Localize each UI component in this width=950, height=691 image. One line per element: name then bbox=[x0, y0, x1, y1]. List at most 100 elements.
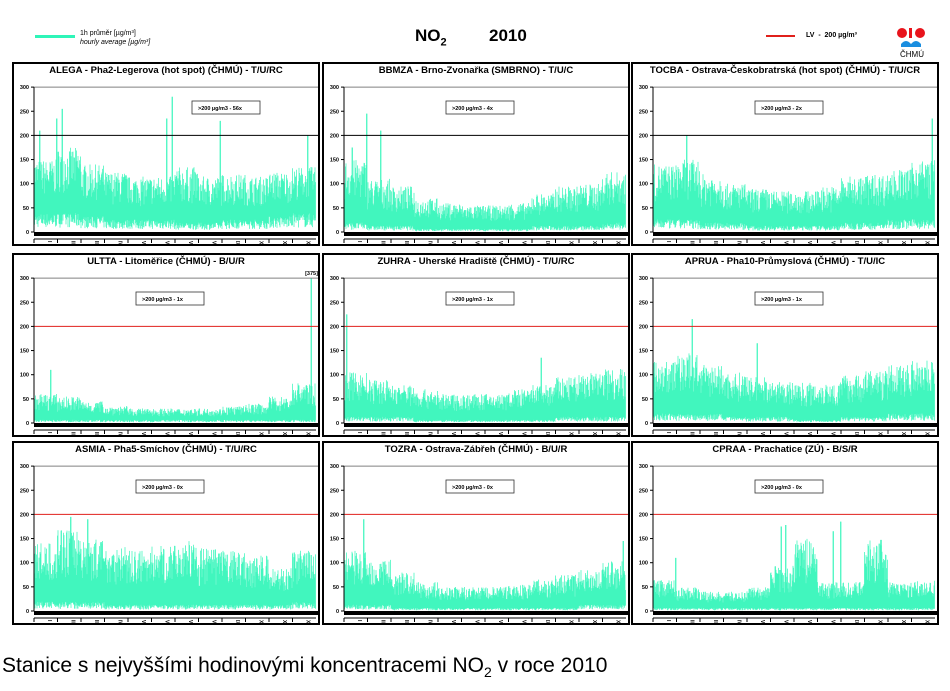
y-tick-label: 150 bbox=[639, 158, 648, 164]
y-tick-label: 0 bbox=[26, 230, 29, 236]
month-label: XI bbox=[900, 241, 906, 244]
x-axis-baseline bbox=[344, 232, 628, 236]
month-label: II bbox=[379, 241, 385, 244]
month-label: VI bbox=[473, 241, 479, 244]
y-tick-label: 50 bbox=[333, 585, 339, 591]
month-label: III bbox=[93, 241, 99, 244]
panel-plot: 050100150200250300IIIIIIIVVVIVIIVIIIIXXX… bbox=[330, 276, 628, 435]
x-axis-baseline bbox=[344, 423, 628, 427]
month-label: IX bbox=[234, 241, 240, 244]
month-label: IV bbox=[426, 432, 432, 435]
exceedance-box bbox=[754, 100, 824, 115]
y-tick-label: 300 bbox=[330, 464, 339, 470]
y-tick-label: 250 bbox=[20, 300, 29, 306]
month-label: I bbox=[356, 620, 362, 622]
x-axis-baseline bbox=[34, 423, 318, 427]
title-pollutant: NO bbox=[415, 26, 441, 45]
month-label: III bbox=[403, 432, 409, 435]
station-panel: BBMZA - Brno-Zvonařka (SMBRNO) - T/U/C 0 5… bbox=[322, 62, 630, 246]
month-label: VI bbox=[782, 241, 788, 244]
x-axis-baseline bbox=[653, 232, 937, 236]
y-tick-label: 200 bbox=[639, 324, 648, 330]
station-panel: ZUHRA - Uherské Hradiště (ČHMÚ) - T/U/RC… bbox=[322, 253, 630, 437]
y-tick-label: 50 bbox=[642, 397, 648, 403]
legend-series-label-en: hourly average [µg/m³] bbox=[80, 39, 151, 46]
y-tick-label: 250 bbox=[20, 109, 29, 115]
panel-plot: 050100150200250300IIIIIIIVVVIVIIVIIIIXXX… bbox=[20, 271, 318, 435]
month-label: VII bbox=[187, 241, 193, 244]
month-label: IV bbox=[735, 241, 741, 244]
y-tick-label: 100 bbox=[330, 182, 339, 188]
month-label: IX bbox=[234, 432, 240, 435]
month-label: X bbox=[876, 241, 882, 244]
month-label: XII bbox=[614, 241, 620, 244]
month-label: V bbox=[450, 241, 456, 244]
month-label: III bbox=[712, 432, 718, 435]
exceedance-box bbox=[445, 479, 515, 494]
y-tick-label: 150 bbox=[330, 158, 339, 164]
title-subscript: 2 bbox=[440, 36, 447, 49]
month-label: XI bbox=[281, 432, 287, 435]
month-label: V bbox=[140, 432, 146, 435]
month-label: VI bbox=[782, 432, 788, 435]
month-label: III bbox=[403, 620, 409, 623]
y-tick-label: 300 bbox=[20, 85, 29, 91]
month-label: X bbox=[567, 241, 573, 244]
y-tick-label: 100 bbox=[330, 373, 339, 379]
panel-title: TOZRA - Ostrava-Zábřeh (ČHMÚ) - B/U/R bbox=[384, 444, 568, 455]
month-label: VIII bbox=[210, 241, 216, 244]
month-label: X bbox=[257, 241, 263, 244]
month-label: IV bbox=[116, 620, 122, 623]
x-axis-baseline bbox=[653, 423, 937, 427]
month-label: XI bbox=[591, 620, 597, 623]
month-label: I bbox=[46, 620, 52, 622]
y-tick-label: 0 bbox=[336, 609, 339, 615]
panel-plot: 050100150200250300IIIIIIIVVVIVIIVIIIIXXX… bbox=[20, 85, 318, 244]
y-tick-label: 250 bbox=[20, 488, 29, 494]
month-label: VII bbox=[187, 620, 193, 623]
y-tick-label: 150 bbox=[20, 349, 29, 355]
y-tick-label: 0 bbox=[26, 421, 29, 427]
y-tick-label: 0 bbox=[336, 421, 339, 427]
month-label: VI bbox=[473, 432, 479, 435]
month-label: X bbox=[257, 432, 263, 435]
month-label: IV bbox=[426, 241, 432, 244]
exceedance-box bbox=[135, 479, 205, 494]
month-label: VII bbox=[497, 432, 503, 435]
month-label: XI bbox=[591, 241, 597, 244]
month-label: I bbox=[356, 241, 362, 243]
y-tick-label: 250 bbox=[330, 488, 339, 494]
y-tick-label: 150 bbox=[639, 349, 648, 355]
month-label: XII bbox=[304, 432, 310, 435]
month-label: II bbox=[379, 432, 385, 435]
station-panel: ULTTA - Litoměřice (ČHMÚ) - B/U/R 0 50 100 1… bbox=[12, 253, 320, 437]
legend-series-label-cz: 1h průměr [µg/m³] bbox=[80, 30, 136, 37]
month-label: VIII bbox=[520, 241, 526, 244]
month-label: II bbox=[379, 620, 385, 623]
month-label: I bbox=[46, 241, 52, 243]
y-tick-label: 200 bbox=[639, 133, 648, 139]
y-tick-label: 50 bbox=[23, 585, 29, 591]
y-tick-label: 150 bbox=[330, 349, 339, 355]
month-label: III bbox=[93, 620, 99, 623]
y-tick-label: 300 bbox=[20, 464, 29, 470]
panel-title: ULTTA - Litoměřice (ČHMÚ) - B/U/R bbox=[87, 256, 245, 267]
x-axis-baseline bbox=[34, 232, 318, 236]
y-tick-label: 250 bbox=[330, 300, 339, 306]
exceedance-box bbox=[445, 291, 515, 306]
y-tick-label: 200 bbox=[330, 324, 339, 330]
month-label: VIII bbox=[829, 241, 835, 244]
month-label: VII bbox=[806, 241, 812, 244]
y-tick-label: 250 bbox=[639, 300, 648, 306]
y-tick-label: 100 bbox=[639, 373, 648, 379]
y-tick-label: 0 bbox=[336, 230, 339, 236]
month-label: IX bbox=[853, 241, 859, 244]
panel-title: APRUA - Pha10-Průmyslová (ČHMÚ) - T/U/IC bbox=[684, 256, 886, 267]
station-panel: TOCBA - Ostrava-Českobratrská (hot spot)… bbox=[631, 62, 939, 246]
exceedance-count: >200 µg/m3 - 1x bbox=[142, 297, 184, 303]
month-label: VI bbox=[473, 620, 479, 623]
y-tick-label: 250 bbox=[639, 109, 648, 115]
y-tick-label: 100 bbox=[20, 182, 29, 188]
panel-title: ZUHRA - Uherské Hradiště (ČHMÚ) - T/U/RC bbox=[377, 256, 575, 267]
month-label: X bbox=[567, 620, 573, 623]
